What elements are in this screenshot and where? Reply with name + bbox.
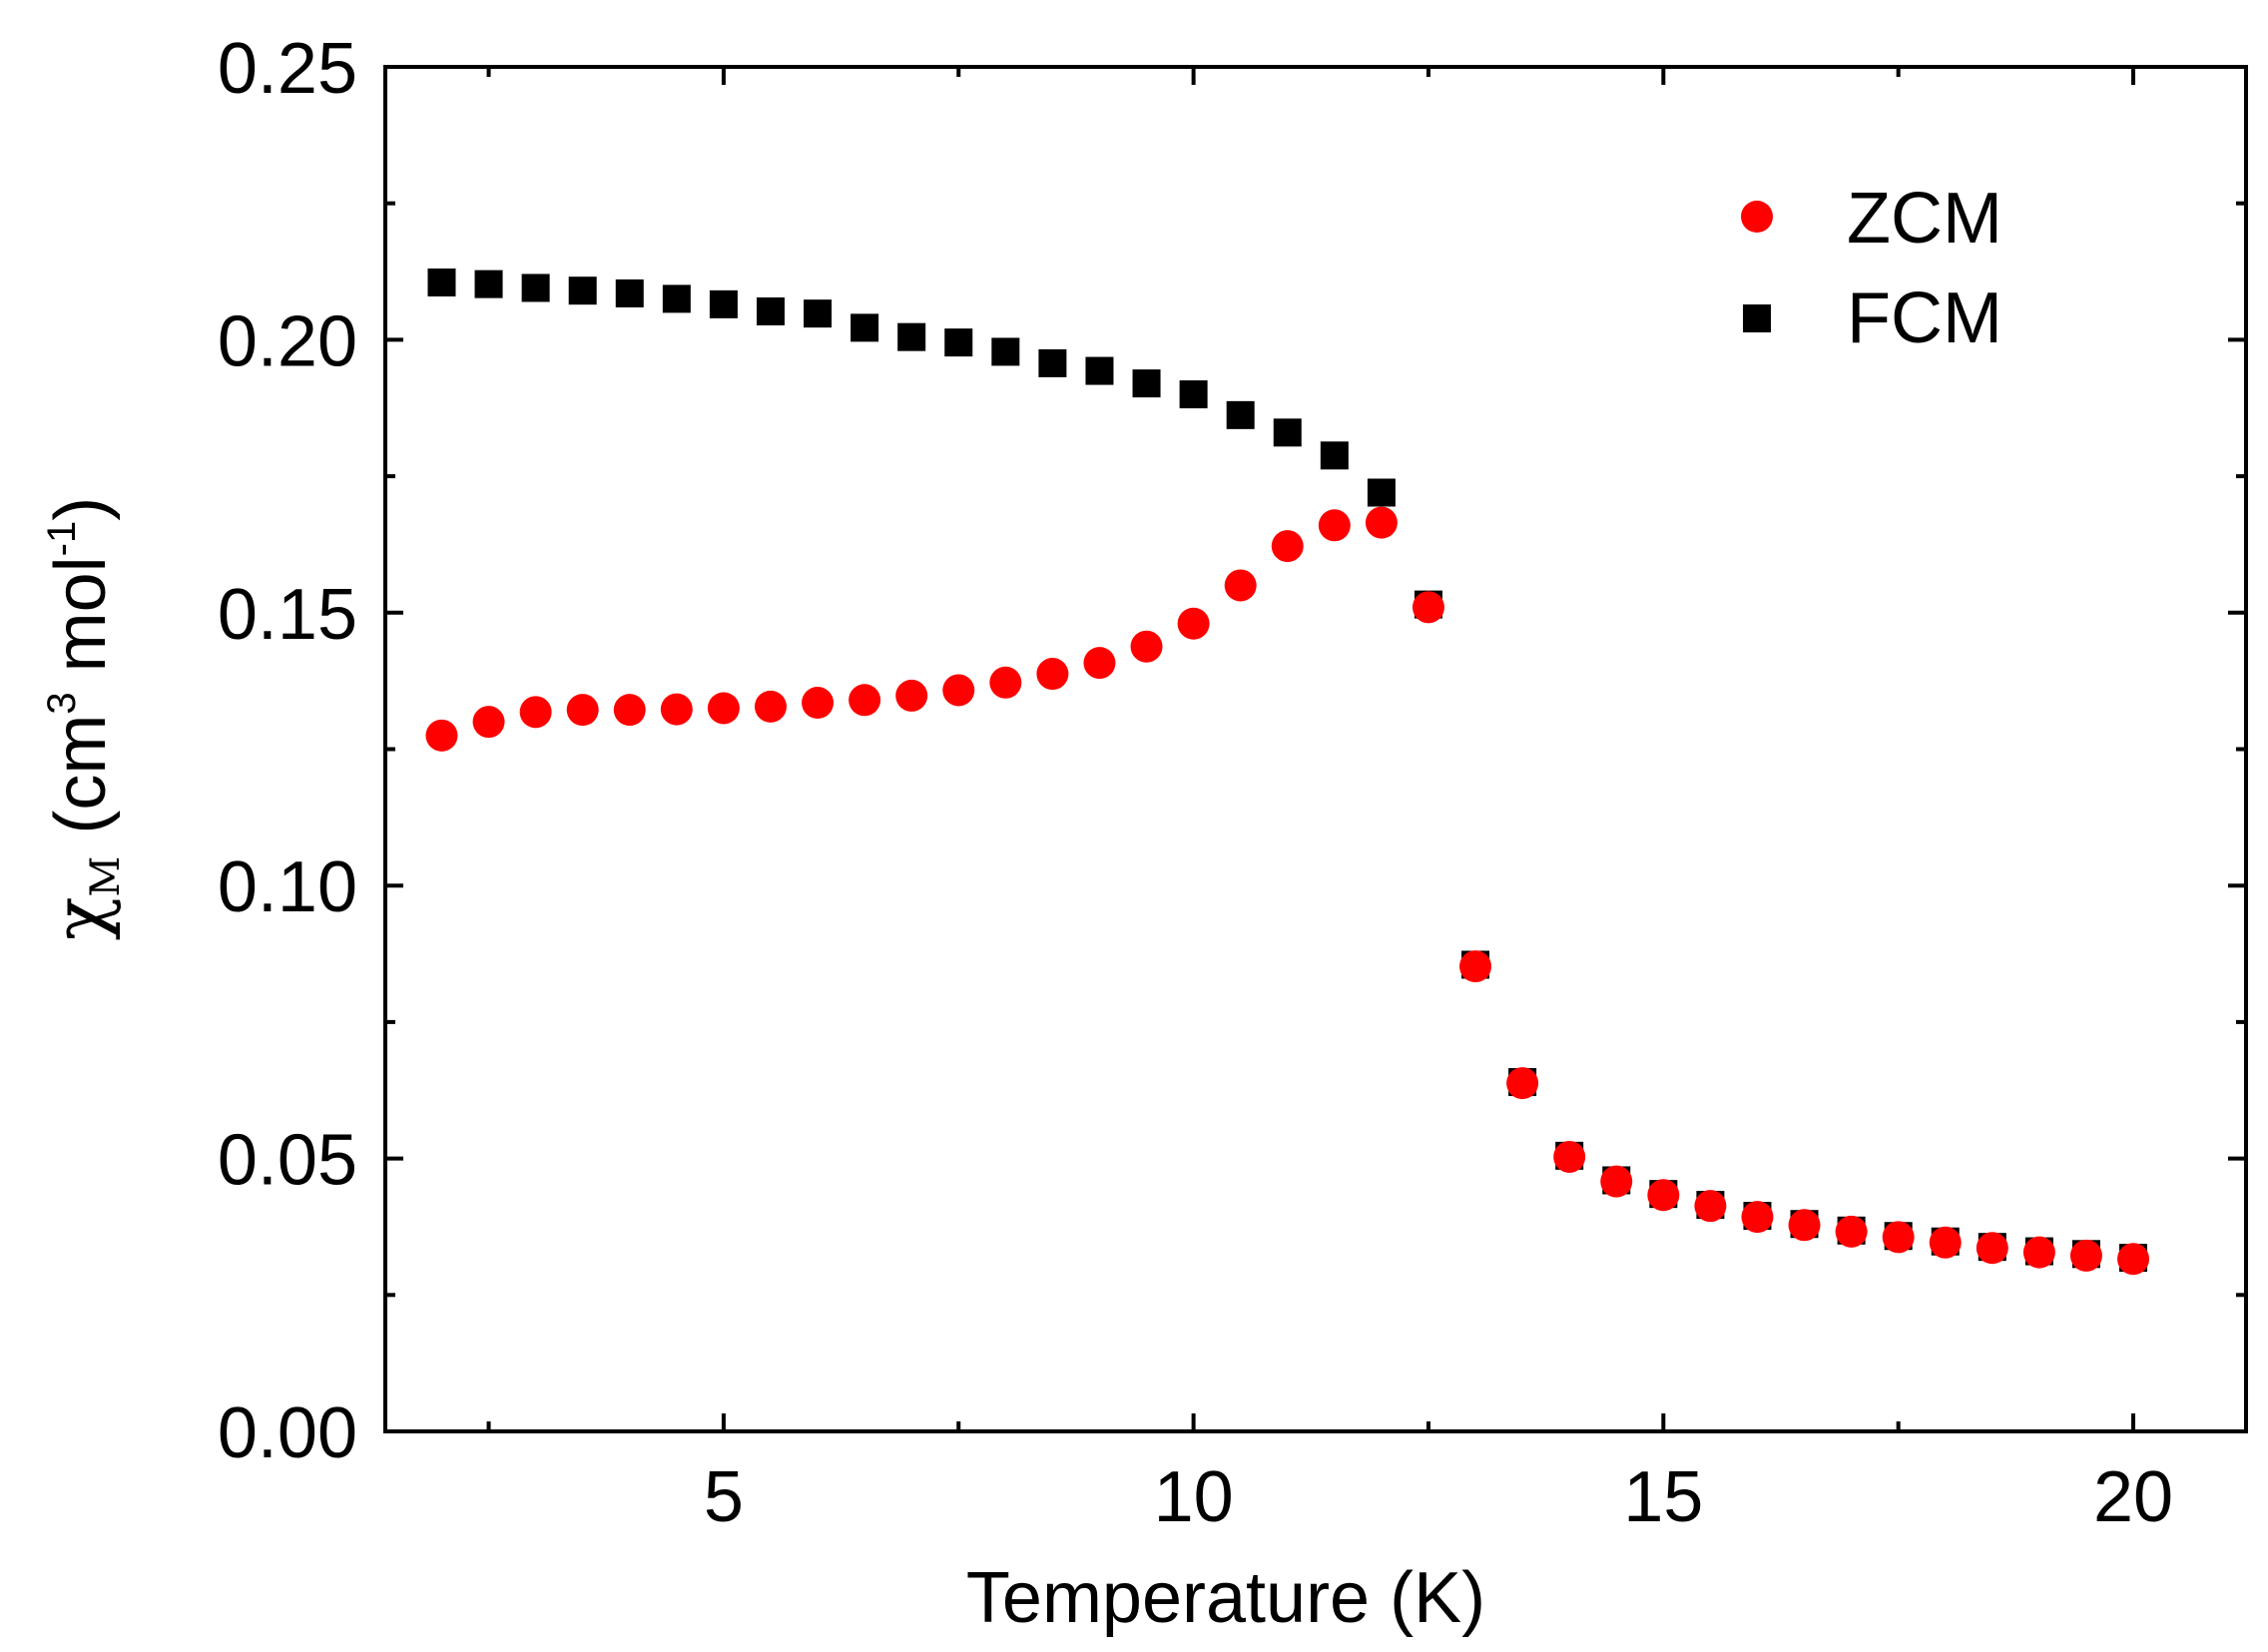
x-tick-label: 5 [704, 1457, 744, 1537]
fcm-point [662, 284, 691, 313]
zcm-point [1083, 647, 1116, 680]
zcm-point [660, 693, 693, 726]
zcm-point [1177, 607, 1210, 640]
fcm-point [850, 313, 879, 342]
zcm-point [1130, 630, 1163, 663]
zcm-point [707, 692, 740, 725]
legend-marker-fcm [1743, 304, 1771, 332]
zcm-point [519, 696, 552, 729]
x-tick-label: 15 [1623, 1457, 1703, 1537]
y-tick-label: 0.05 [218, 1121, 357, 1201]
y-axis-subscript: M [83, 856, 129, 897]
y-axis-units-mol: mol [41, 556, 121, 692]
zcm-point [1459, 950, 1492, 983]
zcm-point [754, 690, 787, 723]
fcm-point [1132, 369, 1161, 398]
fcm-point [756, 296, 785, 325]
zcm-point [1882, 1221, 1915, 1254]
fcm-point [568, 276, 597, 305]
y-tick-label: 0.20 [218, 301, 357, 381]
y-tick-label: 0.25 [218, 29, 357, 109]
zcm-point [1036, 658, 1069, 691]
fcm-point [521, 274, 550, 302]
data-points [425, 268, 2150, 1276]
fcm-point [1367, 478, 1396, 507]
axis-tick-labels: 5 10 15 20 0.00 0.05 0.10 0.15 0.20 0.25 [218, 29, 2173, 1537]
zcm-point [1318, 509, 1351, 542]
fcm-point [944, 328, 973, 357]
zcm-point [895, 679, 928, 712]
zcm-point [425, 719, 458, 752]
fcm-point [897, 322, 926, 351]
y-axis-units-close: ) [41, 497, 121, 521]
zcm-point [802, 687, 835, 720]
fcm-point [804, 299, 833, 328]
plot-frame [383, 65, 2248, 1433]
zcm-point [566, 694, 599, 727]
zcm-point [989, 666, 1022, 699]
fcm-point [709, 289, 738, 318]
fcm-point [1179, 380, 1208, 409]
x-axis-title: Temperature (K) [966, 1558, 1485, 1638]
y-tick-label: 0.10 [218, 847, 357, 927]
legend: ZCM FCM [1741, 179, 2002, 358]
fcm-point [991, 337, 1020, 366]
axis-ticks [385, 65, 2246, 1433]
fcm-point [427, 268, 456, 296]
zcm-point [1224, 569, 1257, 602]
zcm-point [1412, 591, 1444, 624]
x-tick-label: 20 [2093, 1457, 2173, 1537]
legend-marker-zcm [1741, 201, 1773, 233]
fcm-point [1226, 400, 1255, 429]
zcm-point [1365, 506, 1398, 539]
zcm-point [1788, 1209, 1821, 1242]
zcm-point [1647, 1179, 1680, 1212]
zcm-point [849, 684, 881, 717]
fcm-point [474, 270, 503, 298]
zcm-point [2069, 1239, 2102, 1272]
zcm-point [1271, 530, 1304, 563]
fcm-point [1085, 356, 1114, 385]
fcm-point [1038, 348, 1067, 377]
zcm-point [472, 706, 505, 739]
zcm-point [2022, 1236, 2055, 1269]
y-axis-units-open: (cm [41, 715, 121, 834]
zcm-point [1694, 1190, 1727, 1223]
legend-label-fcm: FCM [1847, 278, 2002, 358]
zcm-point [2117, 1243, 2150, 1276]
fcm-point [1320, 441, 1349, 470]
legend-label-zcm: ZCM [1847, 179, 2002, 259]
y-tick-label: 0.15 [218, 575, 357, 655]
zcm-point [1835, 1215, 1868, 1248]
fcm-point [615, 278, 644, 307]
y-axis-chi-symbol: χ [38, 897, 122, 941]
zcm-point [1929, 1226, 1962, 1259]
zcm-point [1741, 1201, 1774, 1234]
zcm-point [613, 694, 646, 727]
y-axis-title: χM (cm3 mol-1) [38, 497, 129, 940]
y-axis-units-sup-minus1: -1 [40, 521, 84, 557]
fcm-point [1273, 418, 1302, 447]
zcm-point [1506, 1067, 1539, 1100]
y-axis-units-sup-3: 3 [40, 692, 84, 714]
zcm-point [1553, 1140, 1586, 1173]
x-tick-label: 10 [1154, 1457, 1234, 1537]
zcm-point [942, 674, 975, 707]
y-tick-label: 0.00 [218, 1393, 357, 1473]
zcm-point [1600, 1165, 1633, 1198]
zcm-point [1976, 1232, 2008, 1265]
